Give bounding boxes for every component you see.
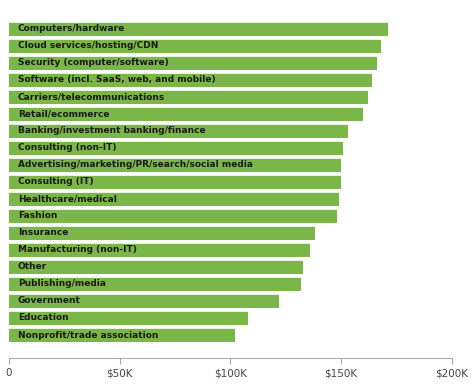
- Text: Publishing/media: Publishing/media: [18, 280, 106, 288]
- Bar: [9, 243, 310, 257]
- Text: Cloud services/hosting/CDN: Cloud services/hosting/CDN: [18, 41, 158, 50]
- Bar: [9, 226, 315, 240]
- Text: Insurance: Insurance: [18, 228, 68, 237]
- Bar: [9, 311, 248, 325]
- Text: Fashion: Fashion: [18, 211, 57, 220]
- Text: Computers/hardware: Computers/hardware: [18, 24, 125, 33]
- Bar: [9, 124, 348, 138]
- Bar: [9, 192, 339, 206]
- Text: Banking/investment banking/finance: Banking/investment banking/finance: [18, 126, 205, 135]
- Text: Consulting (non-IT): Consulting (non-IT): [18, 143, 116, 152]
- Bar: [9, 39, 381, 53]
- Bar: [9, 260, 303, 274]
- Text: Nonprofit/trade association: Nonprofit/trade association: [18, 331, 158, 339]
- Text: Advertising/marketing/PR/search/social media: Advertising/marketing/PR/search/social m…: [18, 160, 253, 169]
- Text: Software (incl. SaaS, web, and mobile): Software (incl. SaaS, web, and mobile): [18, 75, 215, 84]
- Bar: [9, 158, 341, 172]
- Text: Manufacturing (non-IT): Manufacturing (non-IT): [18, 245, 137, 254]
- Text: Security (computer/software): Security (computer/software): [18, 58, 168, 67]
- Bar: [9, 107, 363, 121]
- Bar: [9, 90, 368, 104]
- Bar: [9, 209, 337, 223]
- Text: Carriers/telecommunications: Carriers/telecommunications: [18, 92, 165, 101]
- Bar: [9, 141, 343, 155]
- Bar: [9, 277, 301, 291]
- Text: Healthcare/medical: Healthcare/medical: [18, 194, 117, 203]
- Text: Education: Education: [18, 313, 68, 323]
- Text: Retail/ecommerce: Retail/ecommerce: [18, 109, 109, 118]
- Text: Consulting (IT): Consulting (IT): [18, 177, 93, 186]
- Text: Government: Government: [18, 296, 81, 306]
- Bar: [9, 56, 377, 70]
- Text: Other: Other: [18, 262, 47, 271]
- Bar: [9, 22, 388, 36]
- Bar: [9, 175, 341, 189]
- Bar: [9, 294, 279, 308]
- Bar: [9, 328, 235, 342]
- Bar: [9, 73, 372, 87]
